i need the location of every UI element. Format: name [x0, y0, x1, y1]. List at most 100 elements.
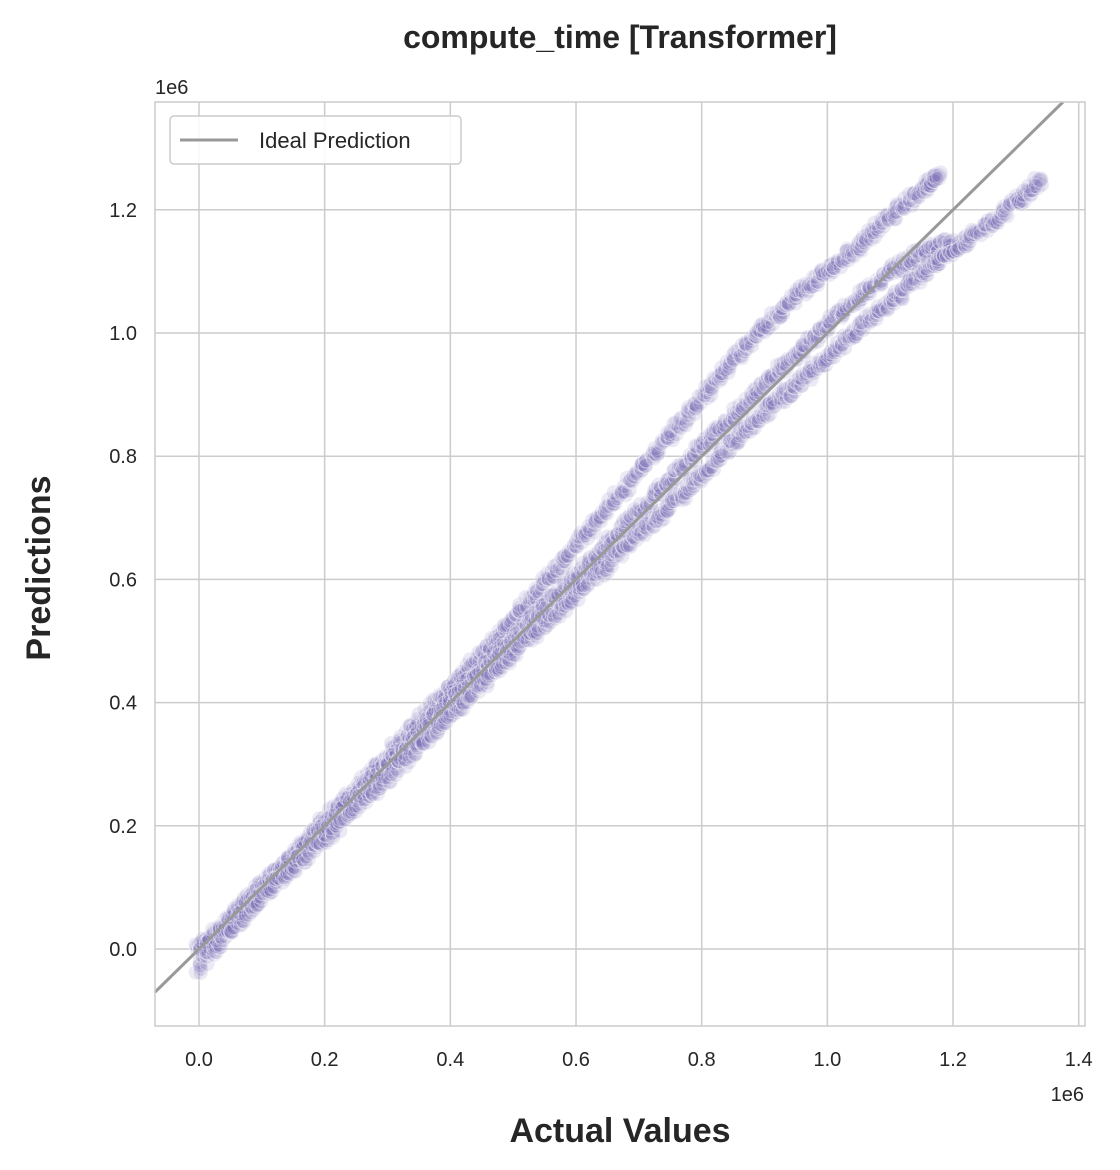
scatter-point [375, 756, 392, 773]
scatter-point [485, 633, 502, 650]
scatter-point [193, 935, 210, 952]
scatter-point [617, 518, 634, 535]
scatter-point [290, 846, 307, 863]
scatter-point [496, 617, 513, 634]
scatter-point [635, 456, 652, 473]
scatter-point [540, 571, 557, 588]
scatter-point [472, 645, 489, 662]
scatter-point [857, 234, 874, 251]
scatter-point [487, 629, 504, 646]
scatter-point [354, 785, 371, 802]
scatter-point [696, 387, 713, 404]
scatter-point [511, 600, 528, 617]
scatter-point [527, 580, 544, 597]
scatter-point [452, 667, 469, 684]
scatter-point [838, 242, 855, 259]
scatter-point [450, 684, 467, 701]
scatter-point [711, 367, 728, 384]
scatter-point [444, 675, 461, 692]
scatter-point [489, 631, 506, 648]
scatter-point [224, 910, 241, 927]
scatter-point [598, 505, 615, 522]
scatter-point [859, 227, 876, 244]
scatter-point [658, 431, 675, 448]
scatter-point [511, 602, 528, 619]
scatter-point [260, 878, 277, 895]
scatter-point [443, 684, 460, 701]
scatter-point [247, 882, 264, 899]
scatter-point [549, 556, 566, 573]
y-tick-label: 0.2 [109, 816, 137, 838]
scatter-point [609, 487, 626, 504]
scatter-point [574, 528, 591, 545]
scatter-point [496, 638, 513, 655]
scatter-point [901, 185, 918, 202]
scatter-point [860, 222, 877, 239]
scatter-point [840, 252, 857, 269]
scatter-point [694, 385, 711, 402]
scatter-point [710, 368, 727, 385]
scatter-point [631, 496, 648, 513]
scatter-point [733, 337, 750, 354]
scatter-point [621, 482, 638, 499]
scatter-point [217, 911, 234, 928]
scatter-point [508, 607, 525, 624]
scatter-point [408, 718, 425, 735]
scatter-point [384, 739, 401, 756]
scatter-point [516, 600, 533, 617]
scatter-point [392, 728, 409, 745]
scatter-point [849, 237, 866, 254]
scatter-point [850, 234, 867, 251]
scatter-point [839, 241, 856, 258]
scatter-point [754, 316, 771, 333]
scatter-point [474, 644, 491, 661]
scatter-point [586, 524, 603, 541]
scatter-point [677, 417, 694, 434]
scatter-point [867, 228, 884, 245]
scatter-point [433, 688, 450, 705]
scatter-point [887, 210, 904, 227]
scatter-point [788, 286, 805, 303]
scatter-point [662, 423, 679, 440]
scatter-point [673, 410, 690, 427]
scatter-point [398, 741, 415, 758]
scatter-point [873, 211, 890, 228]
scatter-point [397, 741, 414, 758]
scatter-point [483, 630, 500, 647]
scatter-point [768, 309, 785, 326]
scatter-point [261, 874, 278, 891]
scatter-point [901, 192, 918, 209]
scatter-point [895, 198, 912, 215]
scatter-point [596, 502, 613, 519]
scatter-point [843, 246, 860, 263]
scatter-point [230, 906, 247, 923]
scatter-point [321, 800, 338, 817]
scatter-point [425, 701, 442, 718]
scatter-point [787, 286, 804, 303]
scatter-point [297, 833, 314, 850]
scatter-point [732, 348, 749, 365]
scatter-point [265, 870, 282, 887]
scatter-point [418, 715, 435, 732]
scatter-point [447, 686, 464, 703]
scatter-point [193, 934, 210, 951]
scatter-point [562, 543, 579, 560]
scatter-point [600, 491, 617, 508]
scatter-point [821, 266, 838, 283]
scatter-point [823, 262, 840, 279]
scatter-point [813, 263, 830, 280]
scatter-point [699, 390, 716, 407]
scatter-point [800, 283, 817, 300]
scatter-point [866, 215, 883, 232]
scatter-point [605, 492, 622, 509]
x-tick-label: 0.6 [562, 1049, 590, 1071]
scatter-point [245, 883, 262, 900]
scatter-point [827, 256, 844, 273]
scatter-point [417, 706, 434, 723]
scatter-point [401, 730, 418, 747]
scatter-point [616, 483, 633, 500]
scatter-point [374, 757, 391, 774]
scatter-point [188, 938, 205, 955]
scatter-point [259, 877, 276, 894]
scatter-point [649, 446, 666, 463]
